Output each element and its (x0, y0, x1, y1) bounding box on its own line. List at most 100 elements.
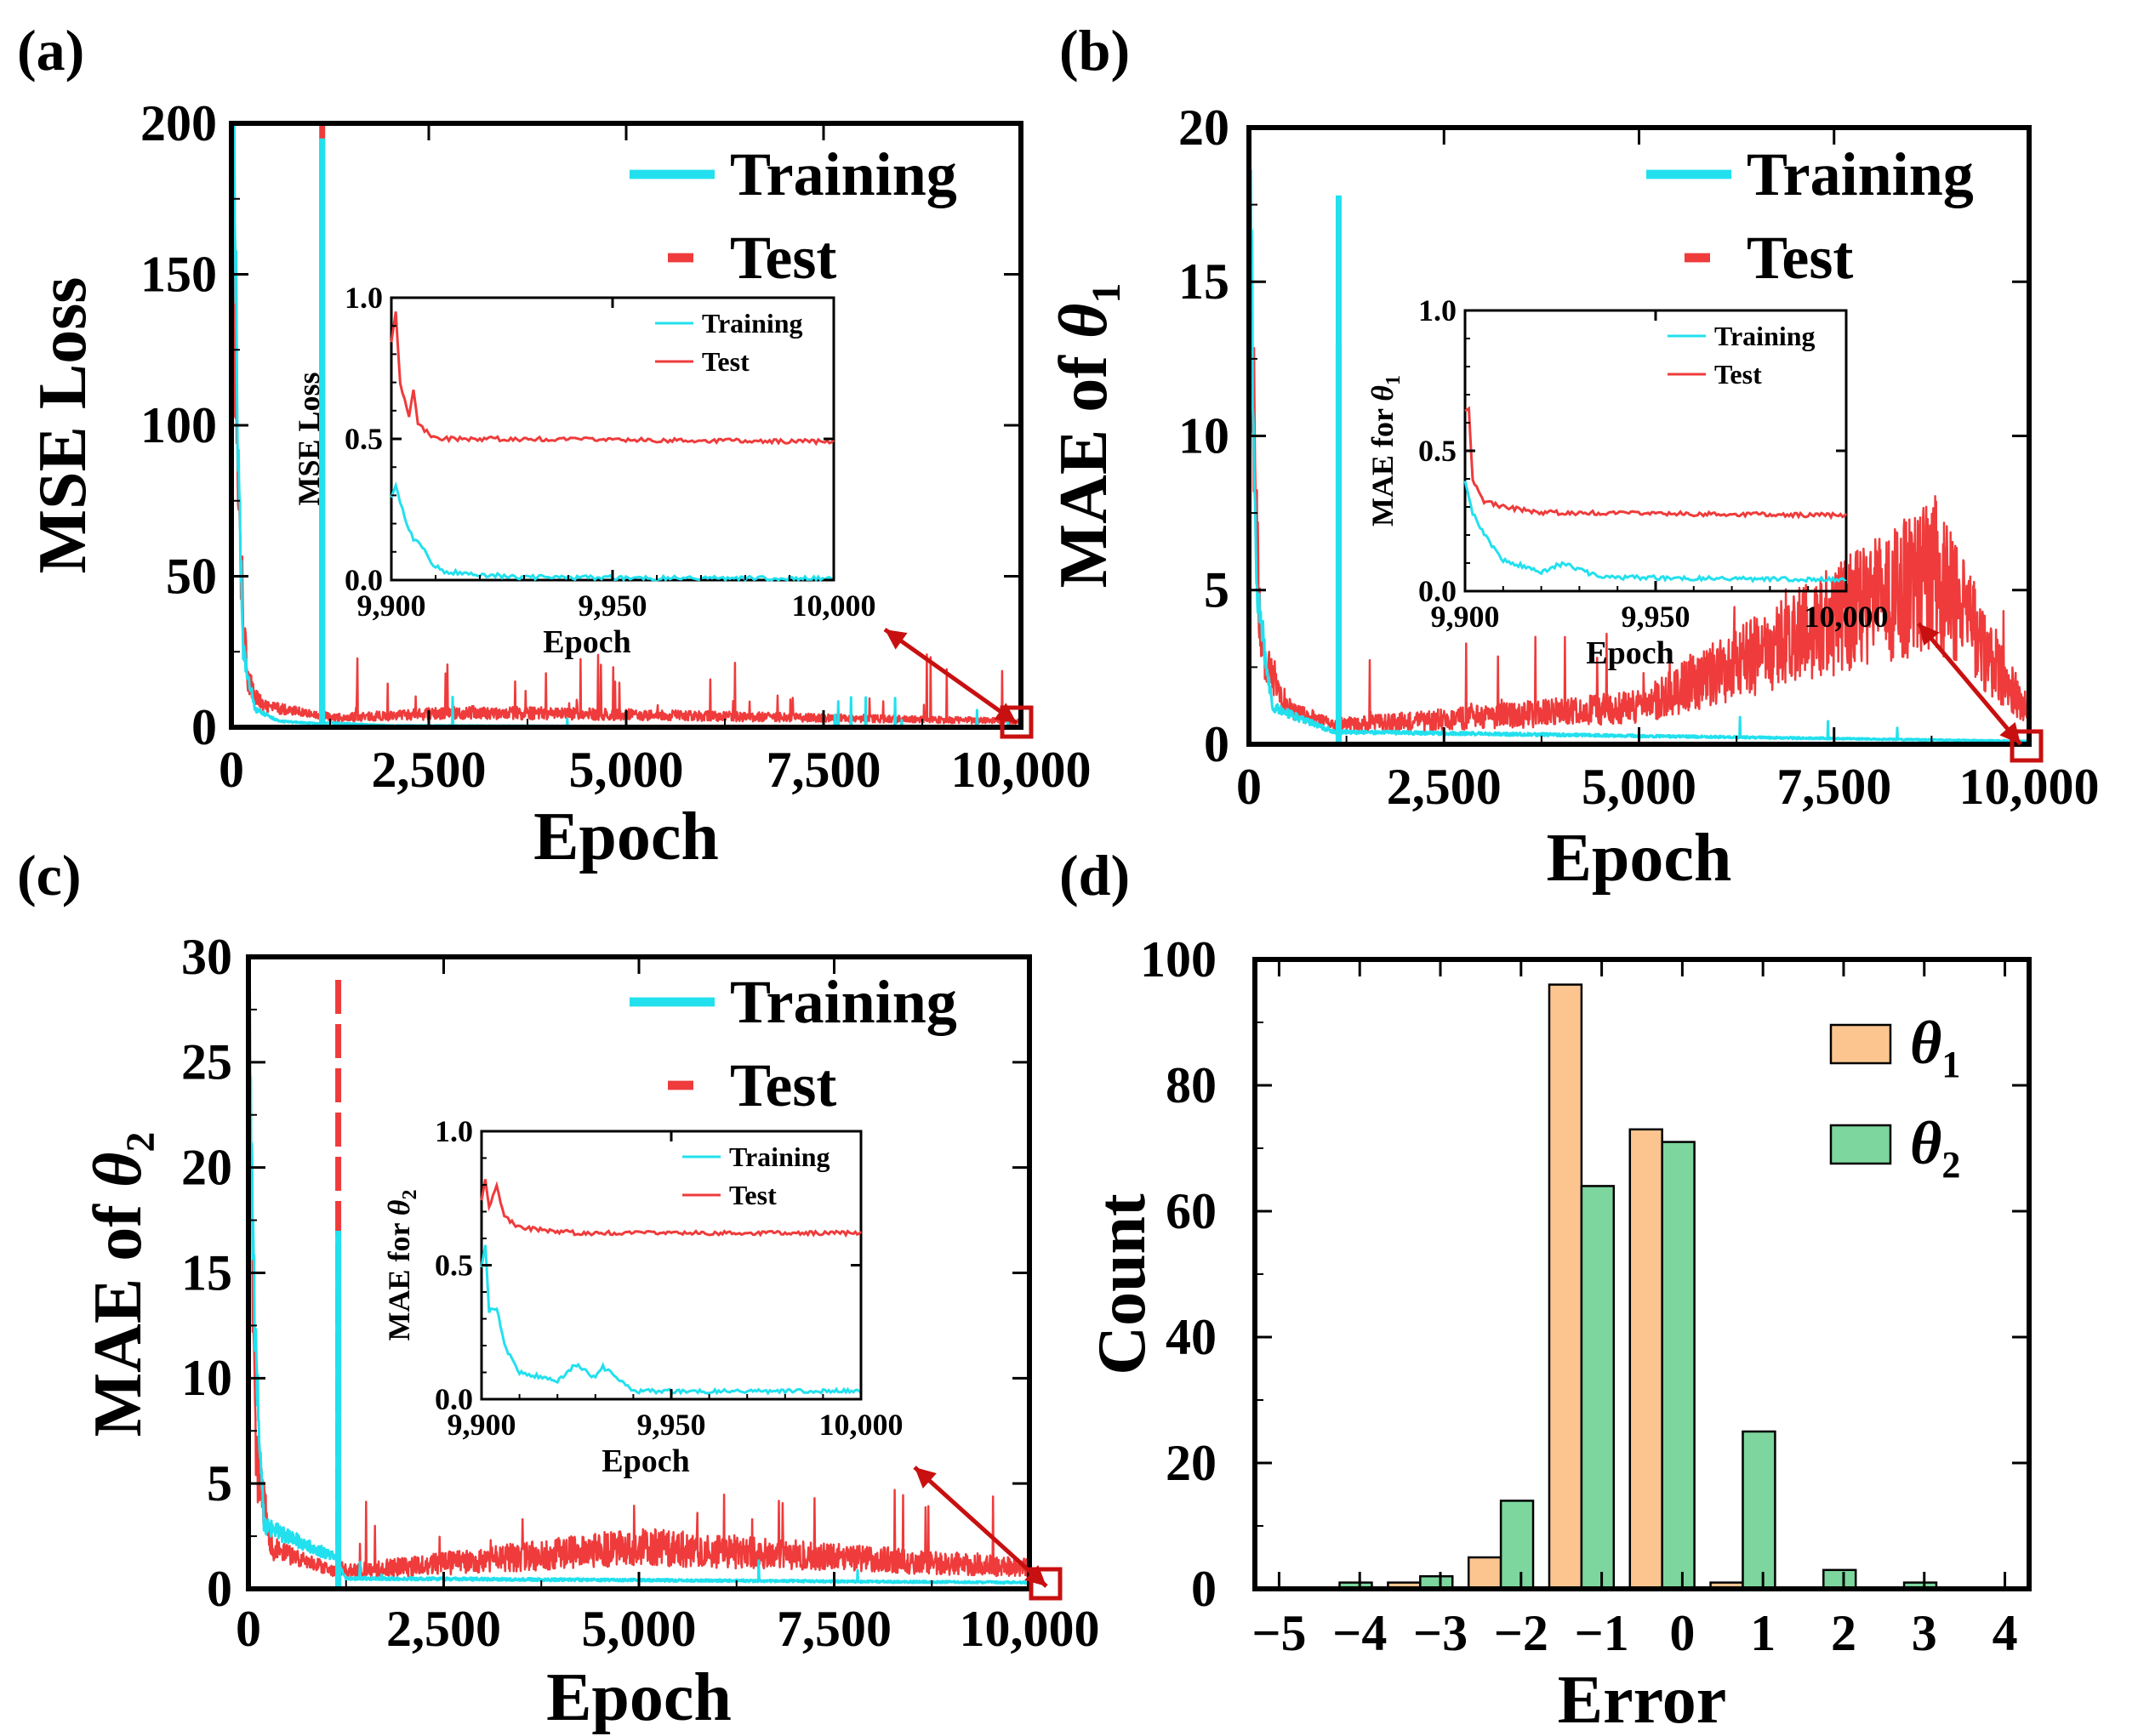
hist-x-tick-label: −2 (1494, 1605, 1548, 1661)
hist-y-tick-label: 40 (1166, 1309, 1217, 1365)
inset-legend-label: Training (729, 1141, 830, 1172)
main-y-tick-label: 0 (207, 1561, 232, 1617)
inset-y-tick-label: 0.0 (345, 563, 383, 597)
zoom-arrow-head (1999, 721, 2021, 744)
inset-x-tick-label: 10,000 (819, 1408, 904, 1442)
zoom-arrow-head (1918, 623, 1940, 646)
main-x-tick-label: 5,000 (582, 1601, 697, 1657)
main-x-tick-label: 0 (236, 1601, 261, 1657)
x-axis-label: Epoch (1547, 821, 1732, 896)
zoom-arrow-head (994, 703, 1017, 723)
panel-d: (d)−5 −4 −3 −2 −1 0 1 2 3 4020406080100ErrorCount… (1059, 843, 2032, 1736)
test-curve (231, 232, 1021, 726)
main-y-tick-label: 15 (181, 1244, 232, 1301)
inset-x-tick-label: 10,000 (792, 589, 876, 623)
main-x-tick-label: 7,500 (777, 1601, 892, 1657)
x-axis-label: Epoch (546, 1660, 732, 1735)
zoom-arrow (913, 1466, 1048, 1588)
main-y-tick-label: 10 (1178, 407, 1229, 464)
main-legend-label: Training (730, 140, 957, 208)
theta2-bar (1661, 1141, 1696, 1591)
main-y-tick-label: 50 (166, 548, 217, 604)
main-x-tick-label: 0 (1236, 759, 1262, 815)
panel-label: (b) (1059, 18, 1130, 83)
inset-training-curve (1463, 481, 1848, 583)
main-y-tick-label: 0 (1204, 716, 1229, 772)
plot-frame (1463, 309, 1848, 593)
inset-y-axis-label: MSE Loss (292, 372, 326, 505)
panel-c: (c) 0 2,500 5,000 7,500 10,000 0 5 10 15 20 25 30 Epo… (17, 843, 1100, 1735)
zoom-region-box (1029, 1567, 1063, 1601)
inset-y-tick-label: 0.5 (435, 1248, 473, 1282)
zoom-arrow-head (885, 629, 908, 650)
hist-x-tick-label: −1 (1575, 1605, 1629, 1661)
hist-x-tick-label: −3 (1413, 1605, 1468, 1661)
inset-training-curve (390, 481, 835, 583)
main-y-tick-label: 30 (181, 929, 232, 985)
zoom-arrow (883, 627, 1018, 726)
inset-legend-label: Test (729, 1180, 777, 1210)
main-x-tick-label: 7,500 (1776, 759, 1891, 815)
inset-x-tick-label: 9,900 (448, 1408, 516, 1442)
theta2-bar (1742, 1430, 1776, 1591)
hist-x-tick-label: 2 (1831, 1605, 1856, 1661)
x-axis-label: Epoch (533, 800, 719, 874)
inset-y-tick-label: 0.0 (1418, 574, 1457, 608)
theta1-bar (1628, 1128, 1663, 1591)
hist-y-tick-label: 0 (1191, 1561, 1217, 1617)
main-x-tick-label: 0 (219, 742, 244, 798)
inset-test-curve (1464, 406, 1848, 521)
main-x-tick-label: 10,000 (960, 1601, 1100, 1657)
main-legend-label: Test (1747, 224, 1853, 292)
main-x-tick-label: 5,000 (569, 742, 684, 798)
hist-legend-label: θ1 (1910, 1009, 1960, 1085)
main-y-tick-label: 0 (191, 699, 217, 755)
inset-test-curve (390, 311, 835, 447)
main-legend-label: Test (730, 224, 836, 292)
test-curve (1249, 240, 2029, 734)
main-x-tick-label: 10,000 (1959, 759, 2100, 815)
inset-x-tick-label: 9,900 (357, 589, 426, 623)
theta2-bar (1499, 1500, 1535, 1591)
plot-frame (246, 954, 1032, 1591)
hist-y-tick-label: 60 (1166, 1183, 1217, 1239)
hist-x-tick-label: −5 (1251, 1605, 1306, 1661)
main-y-tick-label: 150 (140, 246, 217, 302)
main-legend-label: Test (730, 1051, 836, 1119)
inset-y-tick-label: 0.0 (435, 1382, 473, 1416)
inset-x-tick-label: 9,900 (1431, 600, 1500, 634)
panel-label: (c) (17, 843, 81, 908)
main-y-axis-label: MSE Loss (26, 277, 100, 574)
main-y-tick-label: 200 (140, 95, 217, 151)
inset-x-tick-label: 9,950 (1622, 600, 1690, 634)
zoom-arrow (1917, 622, 2022, 746)
inset-test-curve (480, 1179, 863, 1238)
main-x-tick-label: 2,500 (1387, 759, 1502, 815)
main-y-tick-label: 5 (1204, 562, 1229, 618)
panel-b: (b) 0 2,500 5,000 7,500 10,000 0 5 10 15 20 Epoch MA… (1046, 18, 2100, 896)
test-curve (248, 1056, 1029, 1580)
hist-x-tick-label: 0 (1669, 1605, 1695, 1661)
panel-label: (a) (17, 18, 84, 83)
hist-y-tick-label: 100 (1140, 931, 1217, 988)
main-y-axis-label: MAE of θ1 (1046, 283, 1129, 589)
main-y-tick-label: 5 (207, 1455, 232, 1511)
inset-y-tick-label: 0.5 (345, 422, 383, 456)
zoom-region-box (2010, 729, 2044, 763)
inset-y-tick-label: 1.0 (1418, 293, 1457, 327)
main-x-tick-label: 5,000 (1582, 759, 1696, 815)
hist-y-axis-label: Count (1085, 1193, 1160, 1375)
main-y-axis-label: MAE of θ2 (81, 1132, 163, 1437)
main-x-tick-label: 2,500 (386, 1601, 501, 1657)
main-x-tick-label: 7,500 (767, 742, 881, 798)
main-y-tick-label: 100 (140, 397, 217, 453)
theta1-bar (1467, 1556, 1502, 1591)
theta2-bar (1822, 1568, 1857, 1591)
inset-y-tick-label: 1.0 (345, 281, 383, 315)
theta1-bar (1548, 983, 1583, 1591)
inset-legend-label: Training (702, 308, 803, 339)
main-x-tick-label: 2,500 (372, 742, 487, 798)
inset-y-axis-label: MAE for θ2 (382, 1190, 421, 1341)
inset-y-tick-label: 0.5 (1418, 434, 1457, 468)
zoom-region-box (1000, 705, 1034, 739)
